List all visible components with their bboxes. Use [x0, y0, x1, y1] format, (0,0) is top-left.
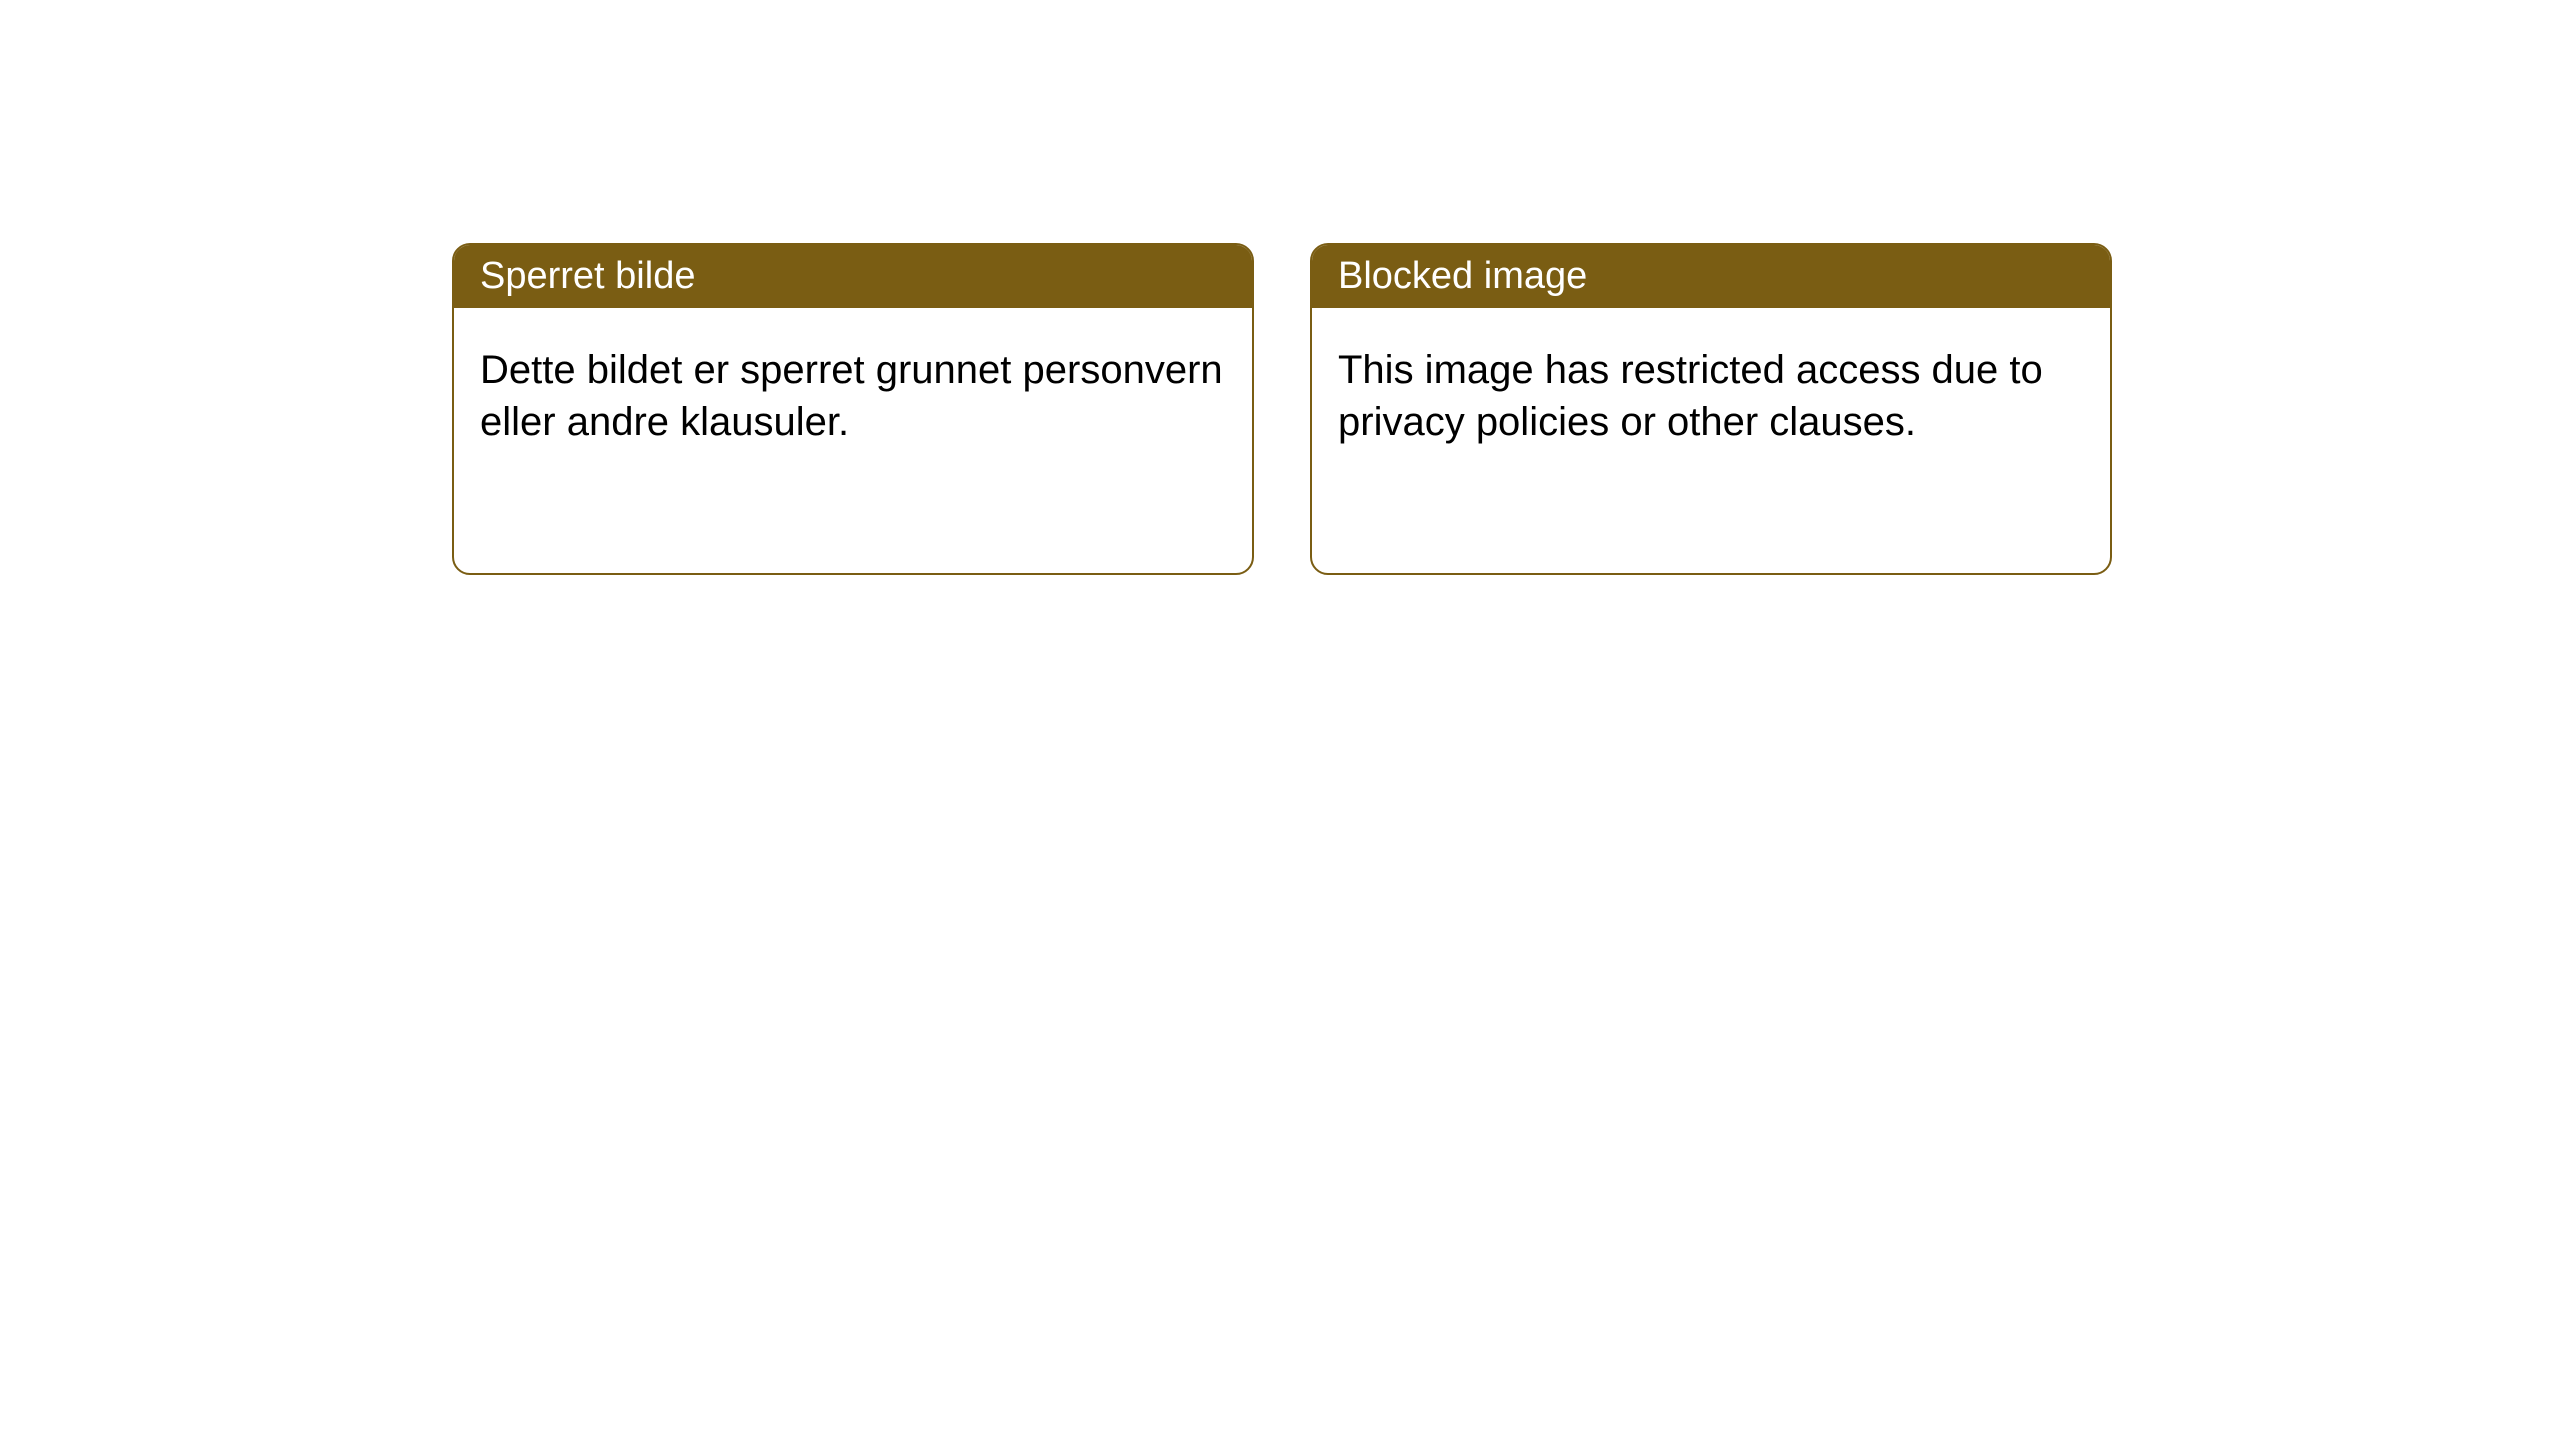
- notice-card-english: Blocked image This image has restricted …: [1310, 243, 2112, 575]
- card-header: Sperret bilde: [454, 245, 1252, 308]
- card-header: Blocked image: [1312, 245, 2110, 308]
- card-body: Dette bildet er sperret grunnet personve…: [454, 308, 1252, 484]
- card-body: This image has restricted access due to …: [1312, 308, 2110, 484]
- notice-card-norwegian: Sperret bilde Dette bildet er sperret gr…: [452, 243, 1254, 575]
- notice-container: Sperret bilde Dette bildet er sperret gr…: [0, 0, 2560, 575]
